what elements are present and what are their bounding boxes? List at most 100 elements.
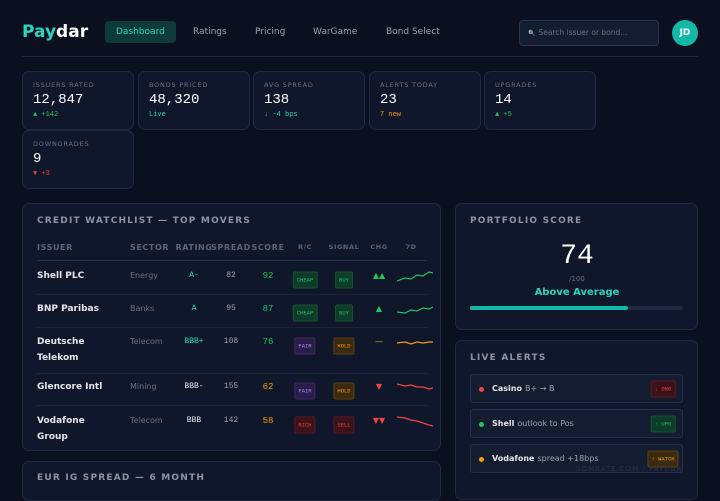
nav-item[interactable]: Dashboard xyxy=(105,21,176,43)
signal-tag: HOLD xyxy=(333,337,355,355)
alert-tag: ! WATCH xyxy=(647,450,679,468)
column-header: SCORE xyxy=(251,243,285,252)
kpi-value: 14 xyxy=(495,92,512,108)
kpi-label: DOWNGRADES xyxy=(33,140,90,148)
nav-item[interactable]: Pricing xyxy=(255,27,286,37)
sparkline-path xyxy=(397,341,433,345)
kpi-card: ISSUERS RATED 12,847 ▲ +142 xyxy=(22,71,134,130)
score-value: 74 xyxy=(560,241,594,272)
alert-dot xyxy=(479,422,484,427)
kpi-delta: Live xyxy=(149,111,166,119)
spread-panel: EUR IG SPREAD — 6 MONTH xyxy=(22,461,441,501)
logo-rest: dar xyxy=(56,22,89,42)
kpi-value: 138 xyxy=(264,92,290,108)
nav-item[interactable]: WarGame xyxy=(313,27,358,37)
rc-tag: CHEAP xyxy=(292,304,318,322)
score-bar xyxy=(470,306,628,310)
spread: 95 xyxy=(226,304,236,313)
kpi-card: AVG SPREAD 138 ↓ -4 bps xyxy=(253,71,365,130)
column-header: RATING xyxy=(175,243,213,252)
avatar[interactable]: JD xyxy=(672,20,698,46)
panel-title: EUR IG SPREAD — 6 MONTH xyxy=(37,473,206,483)
spread: 108 xyxy=(223,337,239,346)
sector: Energy xyxy=(130,271,159,280)
rc-tag: CHEAP xyxy=(292,271,318,289)
kpi-card: BONDS PRICED 48,320 Live xyxy=(138,71,250,130)
panel-title: LIVE ALERTS xyxy=(470,353,547,363)
kpi-value: 48,320 xyxy=(149,92,200,108)
score-track xyxy=(470,306,683,310)
alert-issuer: Vodafone xyxy=(492,454,535,463)
nav-item[interactable]: Ratings xyxy=(193,27,227,37)
rating: BBB+ xyxy=(184,337,204,346)
kpi-delta: ▲ +5 xyxy=(495,111,512,119)
row-divider xyxy=(37,260,427,261)
sparkline xyxy=(397,271,433,282)
alert-item[interactable]: Shell outlook to Pos ↑ UPG xyxy=(470,409,683,438)
row-divider xyxy=(37,327,427,328)
kpi-delta: ▼ +3 xyxy=(33,170,50,178)
kpi-delta: ↓ -4 bps xyxy=(264,111,298,119)
column-header: CHG xyxy=(370,243,388,251)
rating: A xyxy=(191,304,197,313)
issuer-name: Shell PLC xyxy=(37,271,85,281)
column-header: ISSUER xyxy=(37,243,73,252)
sector: Telecom xyxy=(130,337,163,346)
header-divider xyxy=(22,56,698,57)
kpi-delta: 7 new xyxy=(380,111,402,119)
issuer-name: Glencore Intl xyxy=(37,382,103,392)
alert-dot xyxy=(479,387,484,392)
sparkline-path xyxy=(397,271,433,282)
kpi-card: ALERTS TODAY 23 7 new xyxy=(369,71,481,130)
watermark: SOMRATE.COM / PAYDAR xyxy=(576,465,683,473)
sector: Telecom xyxy=(130,416,163,425)
watchlist-panel: CREDIT WATCHLIST — TOP MOVERS ISSUER SECTO… xyxy=(22,203,441,451)
kpi-card: UPGRADES 14 ▲ +5 xyxy=(484,71,596,130)
alert-text: Casino B+ → B xyxy=(492,375,554,402)
issuer-name: Vodafone Group xyxy=(37,416,85,442)
kpi-delta: ▲ +142 xyxy=(33,111,59,119)
change: ▲▲ xyxy=(372,271,386,280)
alert-issuer: Shell xyxy=(492,419,515,428)
alert-tag: ↓ DNG xyxy=(650,380,676,398)
row-divider xyxy=(37,294,427,295)
alert-text: Vodafone spread +18bps xyxy=(492,445,599,472)
score: 87 xyxy=(262,304,274,314)
alerts-panel: LIVE ALERTS Casino B+ → B ↓ DNG Shell outlook… xyxy=(455,340,698,500)
column-header: 7D xyxy=(405,243,417,251)
kpi-label: UPGRADES xyxy=(495,81,538,89)
search-box[interactable]: 🔍 Search issuer or bond... xyxy=(519,20,659,46)
change: ▼▼ xyxy=(372,416,386,425)
alert-tag: ↑ UPG xyxy=(650,415,676,433)
kpi-label: BONDS PRICED xyxy=(149,81,209,89)
kpi-label: AVG SPREAD xyxy=(264,81,314,89)
panel-title: PORTFOLIO SCORE xyxy=(470,216,583,226)
alert-detail: B+ → B xyxy=(524,384,555,393)
sector: Mining xyxy=(130,382,157,391)
signal-tag: HOLD xyxy=(333,382,355,400)
alert-item[interactable]: Vodafone spread +18bps ! WATCH xyxy=(470,444,683,473)
nav-item[interactable]: Bond Select xyxy=(386,27,440,37)
alert-item[interactable]: Casino B+ → B ↓ DNG xyxy=(470,374,683,403)
app: Paydar Dashboard Ratings Pricing WarGame Bond… xyxy=(22,20,698,501)
search-placeholder: Search issuer or bond... xyxy=(538,28,628,37)
rating: BBB- xyxy=(184,382,204,391)
signal-tag: BUY xyxy=(335,271,353,289)
sparkline xyxy=(397,416,433,427)
alert-detail: spread +18bps xyxy=(537,454,599,463)
alert-detail: outlook to Pos xyxy=(517,419,574,428)
search-icon: 🔍 xyxy=(528,30,536,37)
kpi-value: 9 xyxy=(33,151,42,167)
score: 92 xyxy=(262,271,274,281)
kpi-value: 12,847 xyxy=(33,92,84,108)
spread: 82 xyxy=(226,271,236,280)
page: {"header":{"logo":{"accent":"Pay","rest"… xyxy=(22,20,698,501)
sparkline-path xyxy=(397,416,433,427)
issuer-name: Deutsche Telekom xyxy=(37,337,85,363)
column-header: SECTOR xyxy=(130,243,170,252)
row-divider xyxy=(37,405,427,406)
score: 62 xyxy=(262,382,274,392)
row-divider xyxy=(37,373,427,374)
rc-tag: FAIR xyxy=(294,337,316,355)
change: — xyxy=(375,337,383,346)
